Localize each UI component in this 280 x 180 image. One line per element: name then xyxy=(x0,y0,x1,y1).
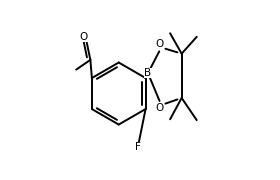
Text: B: B xyxy=(144,68,151,78)
Text: F: F xyxy=(135,142,141,152)
Text: O: O xyxy=(155,39,164,49)
Text: O: O xyxy=(80,32,88,42)
Text: O: O xyxy=(155,103,164,113)
